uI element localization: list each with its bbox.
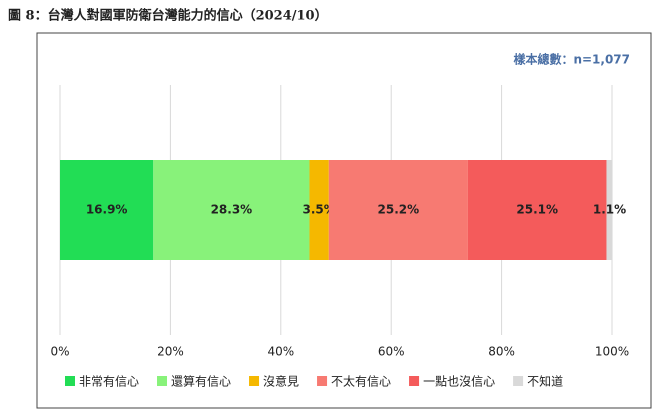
x-tick-label: 40% [267,345,294,359]
bar-segment [467,160,607,260]
legend-swatch [409,376,420,386]
legend-label: 不知道 [527,375,563,389]
legend-label: 還算有信心 [171,374,231,389]
legend-label: 不太有信心 [331,374,391,389]
legend-swatch [317,376,328,386]
data-label: 3.5% [303,203,336,217]
data-label: 1.1% [593,203,626,217]
legend-swatch [249,376,260,386]
x-tick-label: 0% [50,345,69,359]
x-tick-label: 20% [157,345,184,359]
annotation: 樣本總數：n=1,077 [513,52,630,67]
chart-frame [36,32,652,409]
legend-swatch [65,376,75,386]
bar-segment [153,160,310,260]
data-label: 25.1% [516,203,558,217]
bar-segment [309,160,329,260]
legend-swatch [157,376,168,386]
bar-segment [328,160,468,260]
legend-swatch [513,376,524,386]
x-tick-label: 80% [488,345,515,359]
x-tick-label: 60% [378,345,405,359]
data-label: 25.2% [378,203,420,217]
bar-segment [60,160,154,260]
data-label: 16.9% [86,203,128,217]
data-label: 28.3% [211,203,253,217]
legend-label: 非常有信心 [79,375,139,389]
legend-label: 沒意見 [263,374,299,389]
chart-title: 圖 8：台灣人對國軍防衛台灣能力的信心（2024/10） [8,8,328,24]
legend-label: 一點也沒信心 [423,375,495,389]
x-tick-label: 100% [595,345,629,359]
bar-segment [606,160,613,260]
